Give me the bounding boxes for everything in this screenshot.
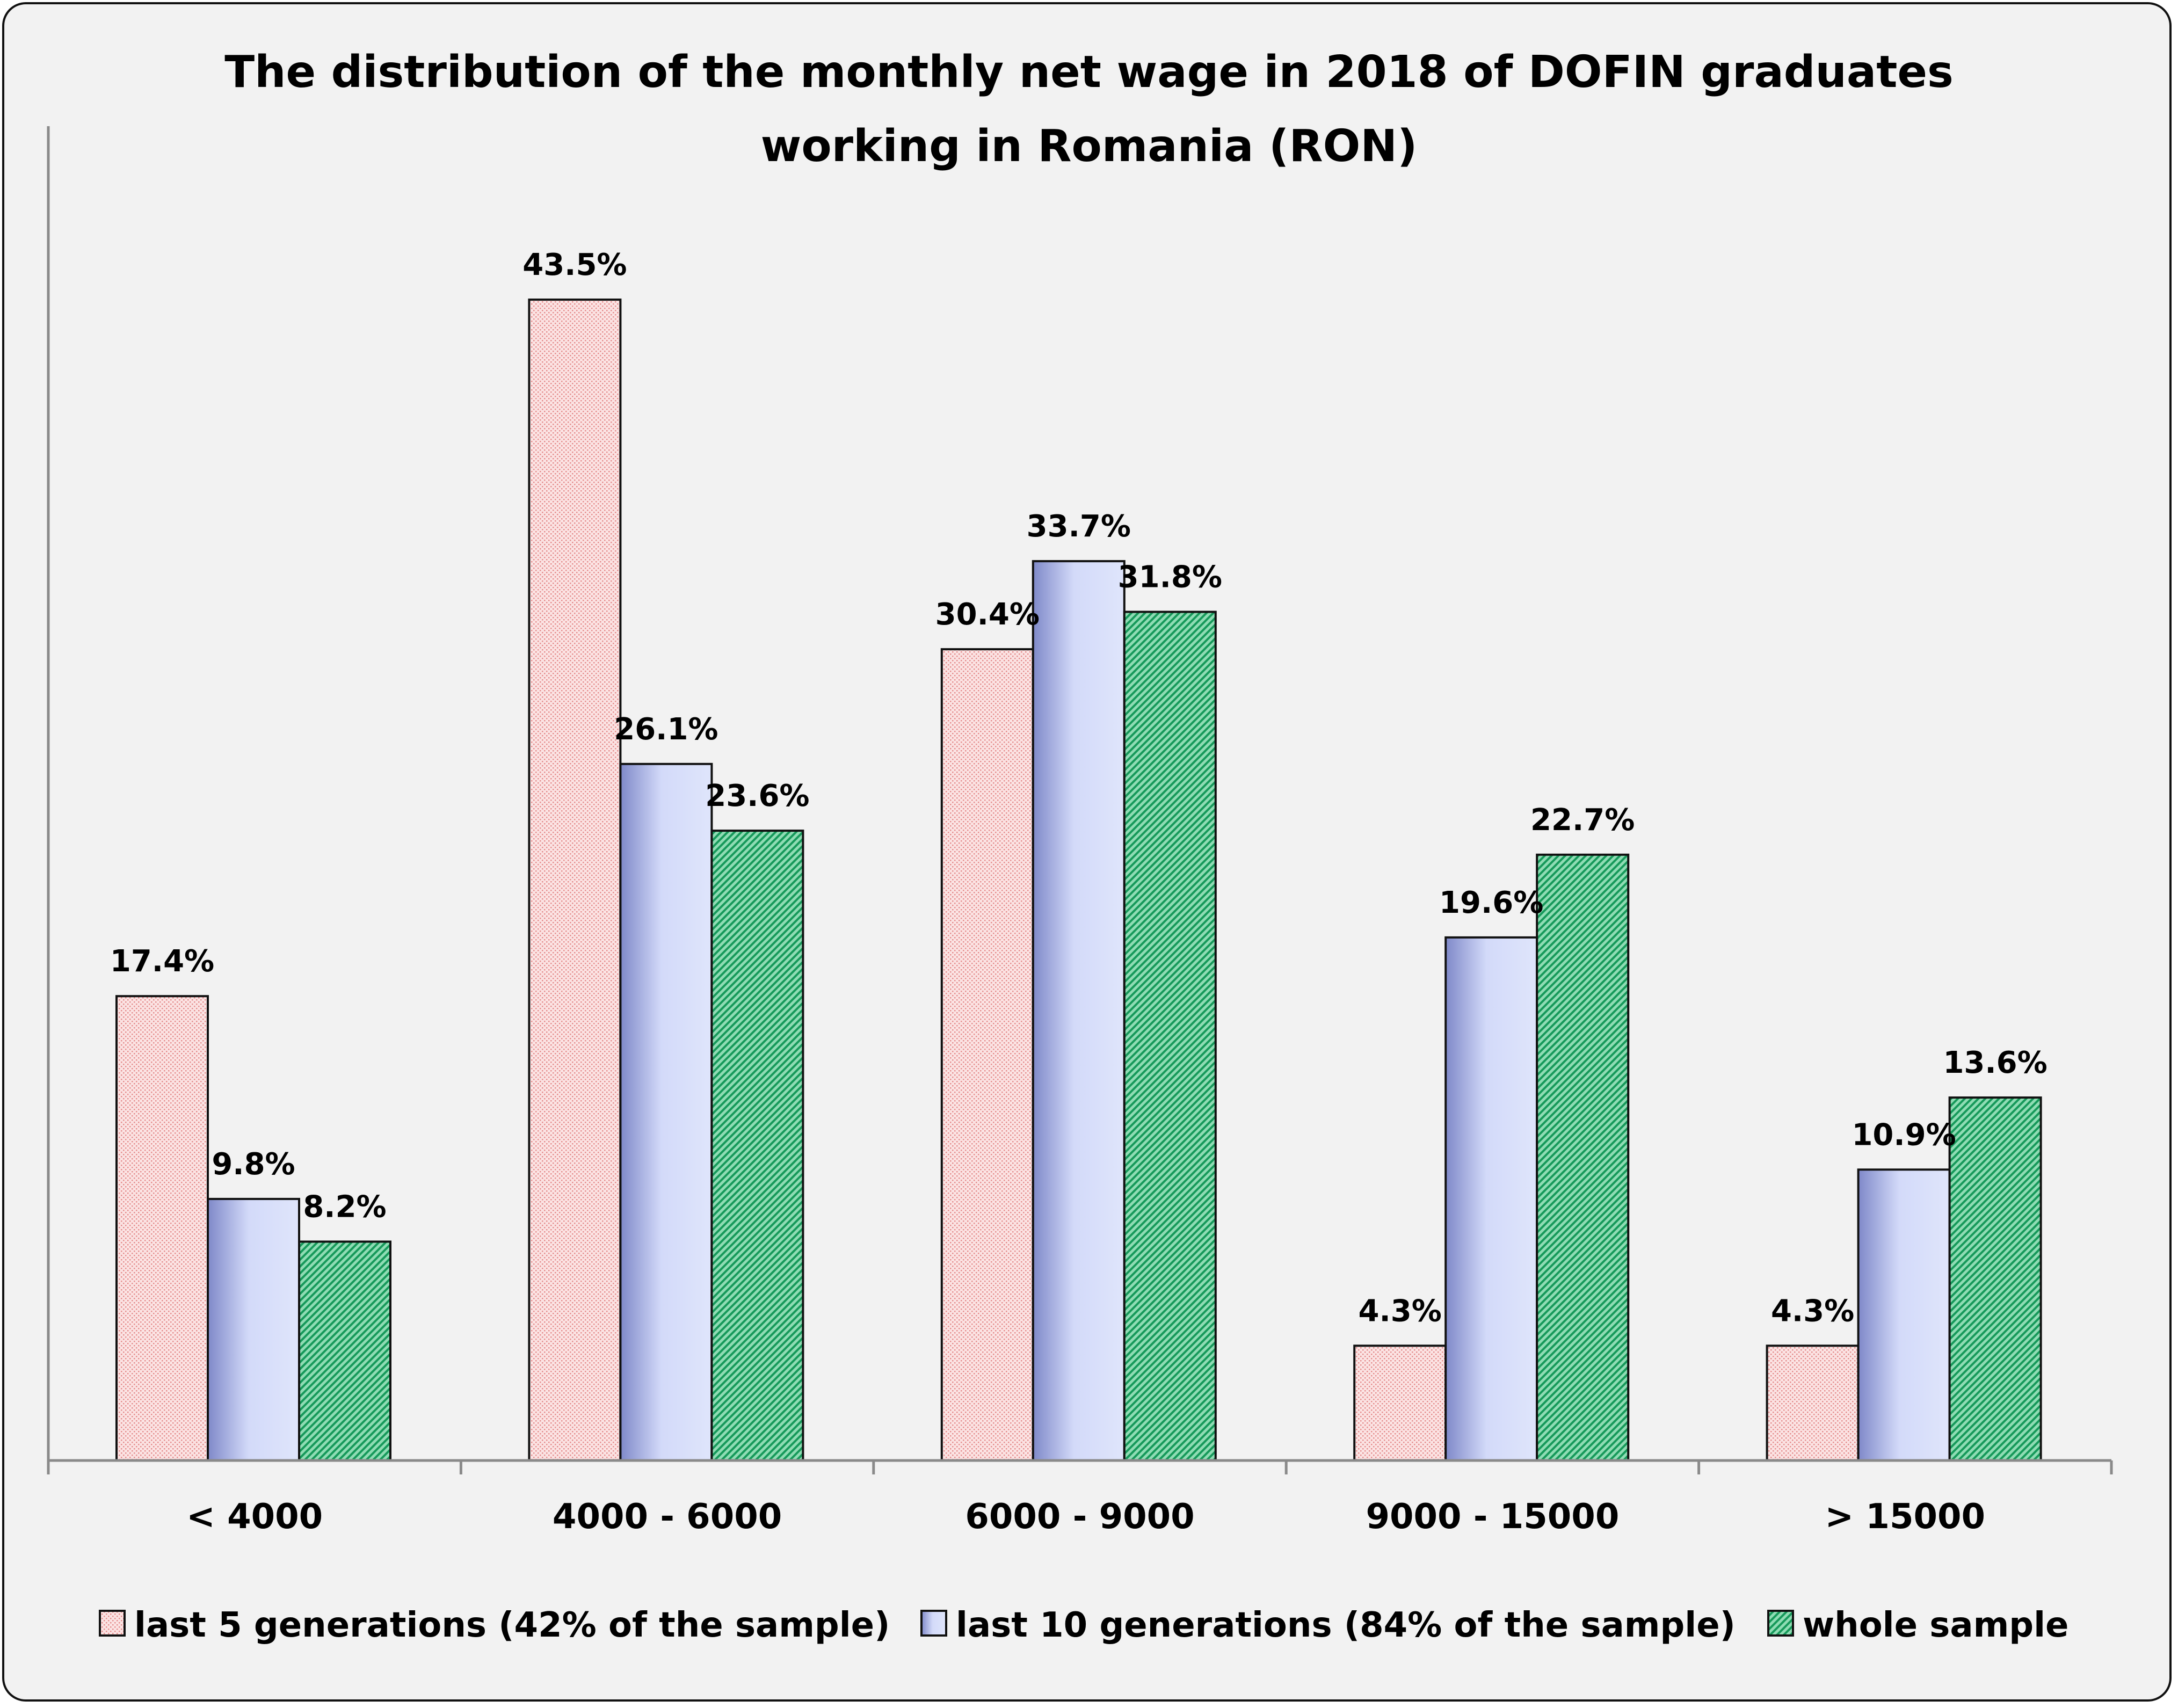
bar-last-10-generations-over-15000 xyxy=(1857,1168,1951,1462)
data-label-last-10-generations-9000-15000: 19.6% xyxy=(1439,885,1543,920)
bar-whole-sample-6000-9000 xyxy=(1123,610,1217,1462)
data-label-last-10-generations-4000-6000: 26.1% xyxy=(614,712,718,747)
x-tick-label-over-15000: > 15000 xyxy=(1825,1497,1986,1537)
x-axis-ticks xyxy=(47,1460,2113,1474)
chart-title: The distribution of the monthly net wage… xyxy=(224,47,1954,172)
data-label-last-5-generations-under-4000: 17.4% xyxy=(110,944,214,979)
bar-last-5-generations-under-4000 xyxy=(115,995,209,1462)
bar-last-10-generations-under-4000 xyxy=(207,1197,300,1462)
bar-last-10-generations-4000-6000 xyxy=(619,762,713,1462)
data-label-last-5-generations-4000-6000: 43.5% xyxy=(522,248,627,282)
data-label-last-5-generations-over-15000: 4.3% xyxy=(1771,1293,1854,1328)
data-label-last-10-generations-6000-9000: 33.7% xyxy=(1027,509,1131,544)
bars-group xyxy=(115,299,2042,1462)
legend-label-last-10-generations: last 10 generations (84% of the sample) xyxy=(956,1605,1736,1645)
x-tick-label-9000-15000: 9000 - 15000 xyxy=(1366,1497,1619,1537)
bar-last-5-generations-over-15000 xyxy=(1766,1344,1860,1462)
legend: last 5 generations (42% of the sample) l… xyxy=(99,1605,2068,1645)
data-label-whole-sample-4000-6000: 23.6% xyxy=(705,779,809,813)
bar-last-5-generations-4000-6000 xyxy=(528,299,622,1462)
x-axis-tick-labels: < 4000 4000 - 6000 6000 - 9000 9000 - 15000… xyxy=(186,1497,1985,1537)
bar-last-10-generations-6000-9000 xyxy=(1032,560,1126,1462)
x-tick-label-4000-6000: 4000 - 6000 xyxy=(553,1497,782,1537)
data-label-last-5-generations-9000-15000: 4.3% xyxy=(1359,1293,1442,1328)
legend-swatch-whole-sample xyxy=(1767,1610,1794,1637)
x-tick-label-under-4000: < 4000 xyxy=(186,1497,323,1537)
bar-whole-sample-9000-15000 xyxy=(1536,853,1630,1462)
bar-last-5-generations-6000-9000 xyxy=(940,648,1034,1462)
data-label-last-10-generations-under-4000: 9.8% xyxy=(212,1147,295,1182)
legend-swatch-last-5-generations xyxy=(99,1610,126,1637)
bar-last-10-generations-9000-15000 xyxy=(1444,936,1538,1462)
bar-whole-sample-4000-6000 xyxy=(710,830,804,1462)
legend-item-whole-sample: whole sample xyxy=(1767,1605,2068,1645)
data-label-whole-sample-over-15000: 13.6% xyxy=(1943,1045,2047,1080)
bar-whole-sample-over-15000 xyxy=(1948,1096,2042,1462)
data-label-last-10-generations-over-15000: 10.9% xyxy=(1852,1117,1956,1152)
data-labels-group: 17.4% 9.8%8.2% 43.5% 26.1% 23.6% 30.4% 33.7% 31… xyxy=(110,248,2048,1328)
data-label-whole-sample-6000-9000: 31.8% xyxy=(1118,560,1222,595)
legend-item-last-10-generations: last 10 generations (84% of the sample) xyxy=(920,1605,1736,1645)
legend-item-last-5-generations: last 5 generations (42% of the sample) xyxy=(99,1605,890,1645)
legend-label-last-5-generations: last 5 generations (42% of the sample) xyxy=(134,1605,890,1645)
data-label-last-5-generations-6000-9000: 30.4% xyxy=(935,597,1040,632)
x-tick-label-6000-9000: 6000 - 9000 xyxy=(965,1497,1194,1537)
data-label-whole-sample-9000-15000: 22.7% xyxy=(1530,803,1635,838)
legend-label-whole-sample: whole sample xyxy=(1803,1605,2068,1645)
chart-title-line-1: The distribution of the monthly net wage… xyxy=(224,47,1954,98)
legend-swatch-last-10-generations xyxy=(920,1610,947,1637)
data-label-whole-sample-under-4000: 8.2% xyxy=(303,1189,386,1224)
bar-last-5-generations-9000-15000 xyxy=(1353,1344,1447,1462)
chart-title-line-2: working in Romania (RON) xyxy=(761,121,1418,172)
bar-whole-sample-under-4000 xyxy=(298,1240,391,1462)
